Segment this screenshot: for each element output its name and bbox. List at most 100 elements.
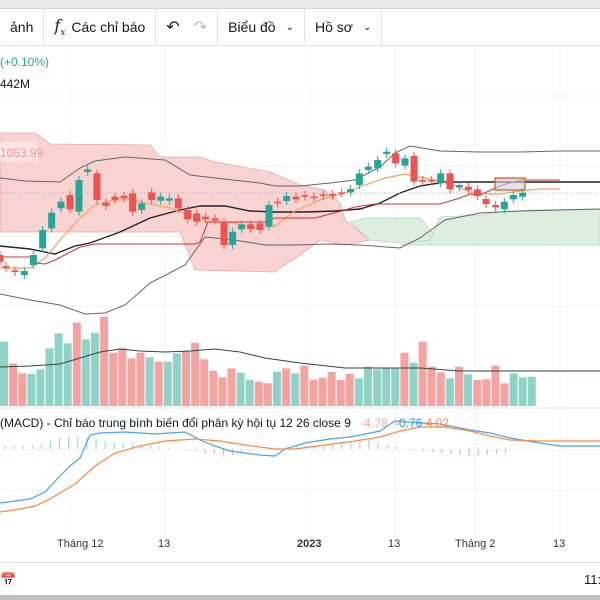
- volume-bar: [72, 322, 81, 406]
- candle-body: [519, 192, 527, 197]
- candle-body: [392, 153, 400, 164]
- time-label: Tháng 2: [455, 538, 496, 550]
- volume-bar: [500, 383, 509, 406]
- calendar-icon[interactable]: 📅: [0, 572, 17, 587]
- candle-body: [492, 205, 500, 208]
- candle-body: [66, 195, 74, 210]
- volume-bar: [172, 353, 181, 406]
- volume-bar: [182, 350, 190, 406]
- candle-body: [328, 194, 336, 196]
- undo-redo-group: ↶ ↷: [156, 8, 219, 46]
- volume-bar: [0, 341, 8, 406]
- volume-bar: [291, 373, 300, 406]
- candle-body: [184, 210, 192, 220]
- volume-bar: [145, 357, 154, 406]
- volume-bar: [336, 380, 345, 406]
- window-bottom-edge: [0, 595, 600, 600]
- volume-bar: [436, 372, 445, 406]
- candle-body: [301, 195, 309, 197]
- profile-menu-button[interactable]: Hồ sơ ⌄: [305, 8, 383, 46]
- volume-bar: [400, 352, 409, 406]
- volume-ma-line: [0, 348, 600, 372]
- volume-bar: [254, 381, 263, 406]
- chart-menu-label: Biểu đồ: [228, 19, 276, 35]
- time-label: 13: [158, 538, 171, 550]
- bottom-toolbar: 📅 11:: [0, 562, 600, 596]
- volume-bar: [282, 368, 291, 406]
- candle-body: [93, 173, 101, 200]
- candle-body: [220, 221, 228, 245]
- time-label: 13: [553, 538, 566, 550]
- volume-bar: [391, 367, 400, 406]
- volume-bar: [300, 365, 309, 406]
- candle-body: [165, 198, 173, 201]
- time-label: 2023: [297, 538, 322, 550]
- volume-bar: [36, 369, 45, 406]
- undo-icon[interactable]: ↶: [166, 19, 180, 36]
- macd-signal-value: 4.02: [425, 416, 449, 430]
- ema-line: [0, 173, 560, 269]
- candle-body: [120, 195, 128, 199]
- price-label-box: [0, 142, 38, 162]
- volume-bar: [236, 372, 245, 406]
- candle-body: [157, 196, 165, 201]
- candle-body: [482, 199, 490, 204]
- candle-body: [428, 180, 436, 182]
- bollinger-upper: [0, 145, 600, 187]
- candle-body: [338, 192, 346, 194]
- toolbar: ảnh fx Các chỉ báo ↶ ↷ Biểu đồ ⌄ Hồ sơ ⌄: [0, 8, 600, 46]
- compare-button[interactable]: ảnh: [0, 8, 45, 46]
- price-chart[interactable]: 1053.99: [0, 46, 600, 536]
- candle-body: [464, 186, 472, 190]
- highlight-box: [494, 177, 526, 191]
- candle-body: [319, 194, 327, 196]
- volume-bar: [445, 378, 454, 406]
- volume-bar: [81, 339, 90, 406]
- clock-time: 11:: [584, 572, 600, 587]
- volume-bar: [163, 361, 172, 406]
- candle-body: [238, 224, 246, 230]
- volume-bar: [273, 371, 281, 406]
- chart-menu-button[interactable]: Biểu đồ ⌄: [218, 8, 305, 46]
- candlesticks: [0, 147, 527, 279]
- chevron-down-icon: ⌄: [285, 21, 294, 33]
- macd-histogram-value: -4.78: [360, 416, 388, 430]
- volume-bar: [327, 372, 336, 406]
- candle-body: [446, 173, 454, 190]
- macd-legend[interactable]: (MACD) - Chỉ báo trung bình biến đổi phâ…: [0, 416, 449, 430]
- volume-bar: [309, 380, 318, 406]
- volume-bar: [364, 366, 372, 406]
- chevron-down-icon: ⌄: [362, 21, 372, 33]
- time-label: 13: [388, 538, 401, 550]
- candle-body: [29, 255, 37, 265]
- candle-body: [2, 266, 10, 268]
- candle-body: [419, 180, 427, 182]
- candle-body: [247, 224, 255, 229]
- volume-bar: [509, 373, 518, 406]
- volume-bar: [373, 369, 382, 406]
- volume-bar: [455, 366, 463, 406]
- candle-body: [202, 216, 210, 220]
- volume-bar: [27, 374, 36, 406]
- candle-body: [111, 196, 119, 200]
- volume-bar: [136, 352, 145, 406]
- time-label: Tháng 12: [57, 538, 104, 550]
- volume-bar: [127, 358, 136, 406]
- volume-bar: [45, 348, 54, 406]
- candle-body: [11, 270, 19, 272]
- candle-body: [455, 185, 463, 188]
- candle-body: [75, 180, 83, 212]
- ichimoku-cloud-bearish: [0, 132, 371, 273]
- volume-bar: [527, 376, 536, 406]
- volume-bar: [382, 367, 391, 406]
- indicators-button[interactable]: fx Các chỉ báo: [44, 8, 157, 46]
- redo-icon[interactable]: ↷: [193, 19, 208, 36]
- volume-bar: [118, 348, 127, 406]
- candle-body: [48, 212, 56, 229]
- volume-bar: [18, 373, 27, 406]
- candle-body: [292, 196, 300, 200]
- macd-title: (MACD) - Chỉ báo trung bình biến đổi phâ…: [0, 416, 351, 430]
- candle-body: [148, 192, 156, 200]
- volume-bar: [418, 341, 427, 406]
- volume-bar: [63, 343, 72, 406]
